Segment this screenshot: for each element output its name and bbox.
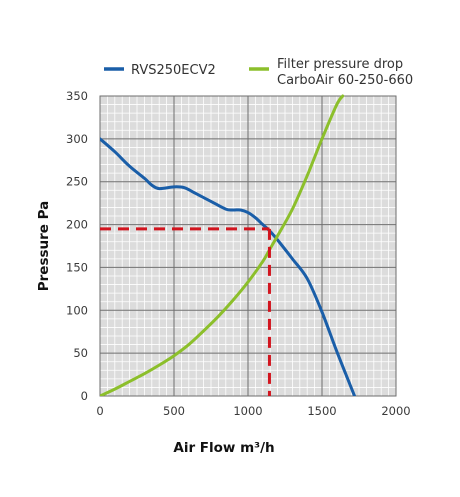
series-layer xyxy=(100,94,357,396)
legend-label-1: RVS250ECV2 xyxy=(131,63,216,78)
series-line-1 xyxy=(100,137,357,396)
y-tick-label: 250 xyxy=(66,175,88,189)
x-axis-title: Air Flow m³/h xyxy=(173,440,274,456)
tick-labels: 0 500 1000 1500 2000 0 50 100 150 200 250 300 350 xyxy=(66,89,411,418)
x-tick-label: 1000 xyxy=(233,404,262,418)
y-tick-label: 50 xyxy=(73,346,88,360)
y-tick-label: 350 xyxy=(66,89,88,103)
y-tick-label: 0 xyxy=(81,389,88,403)
series-line-2 xyxy=(100,94,345,396)
y-axis-title: Pressure Pa xyxy=(36,201,52,292)
x-tick-label: 2000 xyxy=(381,404,410,418)
y-tick-label: 200 xyxy=(66,218,88,232)
x-tick-label: 1500 xyxy=(307,404,336,418)
x-tick-label: 500 xyxy=(163,404,185,418)
annotation-layer xyxy=(100,227,271,396)
x-tick-label: 0 xyxy=(96,404,103,418)
y-tick-label: 100 xyxy=(66,303,88,317)
y-tick-label: 300 xyxy=(66,132,88,146)
legend-label-2-line-1: Filter pressure drop xyxy=(277,57,403,72)
y-tick-label: 150 xyxy=(66,260,88,274)
plot-frame xyxy=(99,95,397,397)
legend-label-2-line-2: CarboAir 60-250-660 xyxy=(277,73,413,88)
major-grid xyxy=(99,95,397,397)
